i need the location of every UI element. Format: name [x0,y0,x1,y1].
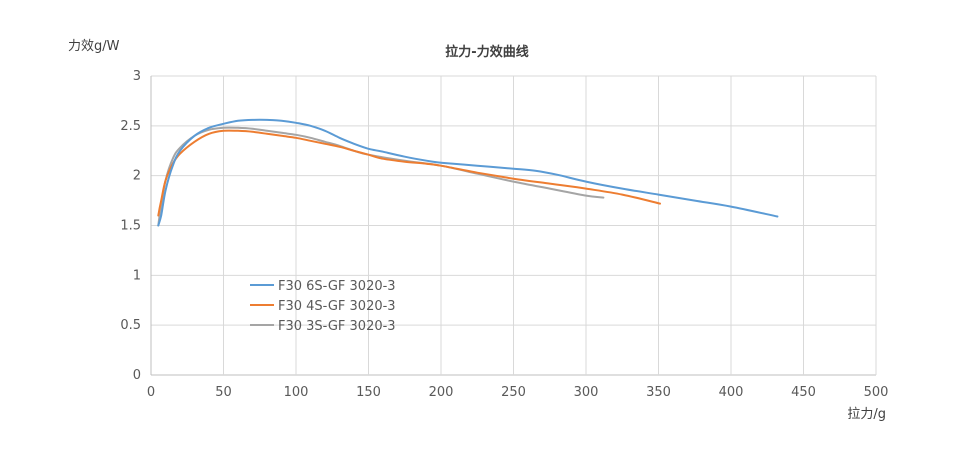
x-tick-label: 0 [147,385,155,400]
y-tick-label: 1 [133,268,141,283]
series-lines [157,118,779,227]
x-tick-label: 350 [646,385,671,400]
x-tick-label: 400 [719,385,744,400]
y-tick-label: 0 [133,368,141,383]
x-tick-label: 200 [429,385,454,400]
series-line-1 [157,118,779,227]
y-axis-label: 力效g/W [68,39,120,54]
y-tick-label: 3 [133,69,141,84]
x-tick-label: 450 [791,385,816,400]
x-axis-label: 拉力/g [847,407,886,422]
x-tick-label: 150 [356,385,381,400]
chart-title: 拉力-力效曲线 [445,44,528,60]
grid [150,75,877,376]
series-line-2 [157,129,661,217]
x-tick-label: 100 [284,385,309,400]
legend-label: F30 3S-GF 3020-3 [278,319,396,334]
y-tick-label: 1.5 [120,219,141,234]
x-tick-label: 500 [864,385,889,400]
x-tick-label: 250 [501,385,526,400]
legend-label: F30 4S-GF 3020-3 [278,299,396,314]
x-tick-label: 50 [215,385,232,400]
x-tick-label: 300 [574,385,599,400]
y-tick-label: 2.5 [120,119,141,134]
series-line-3 [157,126,605,227]
legend: F30 6S-GF 3020-3 F30 4S-GF 3020-3 F30 3S-G… [250,279,396,334]
legend-label: F30 6S-GF 3020-3 [278,279,396,294]
ticks: 0 0.5 1 1.5 2 2.5 3 0 50 100 150 200 250 300 350 400 450… [120,69,888,400]
y-tick-label: 2 [133,169,141,184]
y-tick-label: 0.5 [120,318,141,333]
